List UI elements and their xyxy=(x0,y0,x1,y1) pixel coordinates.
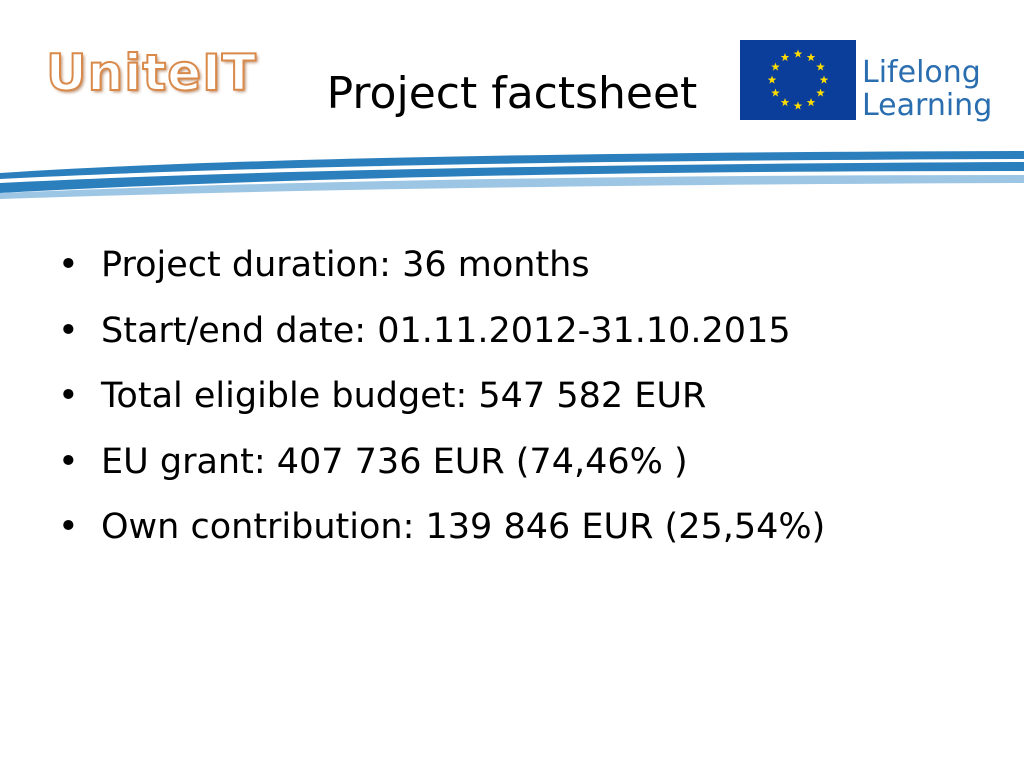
flag-star xyxy=(780,53,790,62)
program-logo-line: Lifelong xyxy=(862,55,981,90)
flag-star xyxy=(806,98,816,107)
header-band xyxy=(0,151,1024,199)
band-highlight xyxy=(0,159,1024,183)
bullet-item: Start/end date: 01.11.2012-31.10.2015 xyxy=(58,302,825,368)
bullet-item: EU grant: 407 736 EUR (74,46% ) xyxy=(58,433,825,499)
logo: UniteIT xyxy=(45,43,257,103)
bullet-list: Project duration: 36 monthsStart/end dat… xyxy=(58,236,825,564)
bullet-item: Own contribution: 139 846 EUR (25,54%) xyxy=(58,498,825,564)
band-light xyxy=(0,175,1024,199)
flag-star xyxy=(780,98,790,107)
flag-star xyxy=(771,88,780,97)
flag-star xyxy=(806,53,816,62)
flag-star xyxy=(771,62,780,71)
flag-star xyxy=(816,88,825,97)
flag-star xyxy=(793,49,803,58)
flag-star xyxy=(793,101,803,110)
bullet-item: Total eligible budget: 547 582 EUR xyxy=(58,367,825,433)
flag-star xyxy=(819,75,829,84)
bullet-item: Project duration: 36 months xyxy=(58,236,825,302)
eu-flag xyxy=(740,40,856,120)
program-logo-line: Learning xyxy=(862,88,993,123)
flag-star xyxy=(816,62,825,71)
slide-title: Project factsheet xyxy=(326,68,698,119)
flag-star xyxy=(767,75,777,84)
